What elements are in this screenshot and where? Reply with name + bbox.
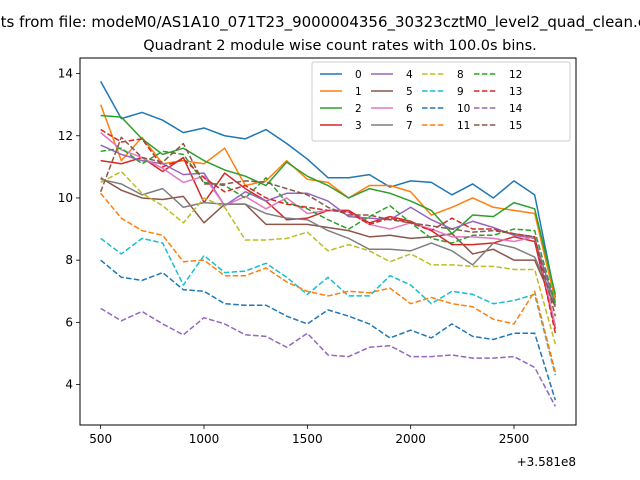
plot-area	[99, 80, 557, 407]
x-tick-label: 1000	[189, 432, 220, 446]
legend-label-4: 4	[406, 69, 413, 81]
legend-label-3: 3	[355, 120, 362, 132]
x-offset-label: +3.581e8	[517, 455, 576, 469]
legend-label-0: 0	[355, 69, 362, 81]
series-line-9	[100, 237, 557, 376]
series-line-14	[100, 307, 556, 407]
legend-label-2: 2	[355, 103, 362, 115]
series-line-8	[100, 170, 557, 345]
legend-label-7: 7	[406, 120, 413, 132]
series-line-13	[100, 128, 557, 334]
figure-suptitle: Plots from file: modeM0/AS1A10_071T23_90…	[0, 13, 640, 32]
x-tick-label: 2000	[395, 432, 426, 446]
legend-label-11: 11	[457, 120, 470, 132]
legend-label-13: 13	[509, 86, 522, 98]
series-line-11	[100, 192, 557, 373]
y-tick-label: 4	[65, 378, 73, 392]
legend-label-9: 9	[457, 86, 464, 98]
series-line-7	[100, 178, 557, 303]
legend-label-14: 14	[509, 103, 523, 115]
series-line-4	[100, 144, 557, 306]
x-tick-label: 500	[89, 432, 112, 446]
legend-label-10: 10	[457, 103, 470, 115]
y-tick-label: 12	[58, 129, 73, 143]
series-line-15	[99, 136, 557, 317]
legend-label-1: 1	[355, 86, 362, 98]
legend-label-6: 6	[406, 103, 413, 115]
y-tick-label: 14	[58, 67, 73, 81]
series-line-0	[100, 80, 557, 298]
legend-box	[311, 61, 571, 142]
y-tick-label: 8	[65, 253, 73, 267]
chart-title: Quadrant 2 module wise count rates with …	[143, 38, 537, 54]
legend-label-12: 12	[509, 69, 522, 81]
legend-label-15: 15	[509, 120, 522, 132]
series-line-5	[100, 177, 557, 308]
y-tick-label: 6	[65, 315, 73, 329]
series-line-10	[100, 259, 557, 401]
series-line-12	[100, 147, 557, 304]
y-tick-label: 10	[58, 191, 73, 205]
legend-label-5: 5	[406, 86, 413, 98]
axes-frame	[79, 57, 577, 426]
legend-label-8: 8	[457, 69, 464, 81]
x-tick-label: 1500	[292, 432, 323, 446]
x-tick-label: 2500	[499, 432, 530, 446]
